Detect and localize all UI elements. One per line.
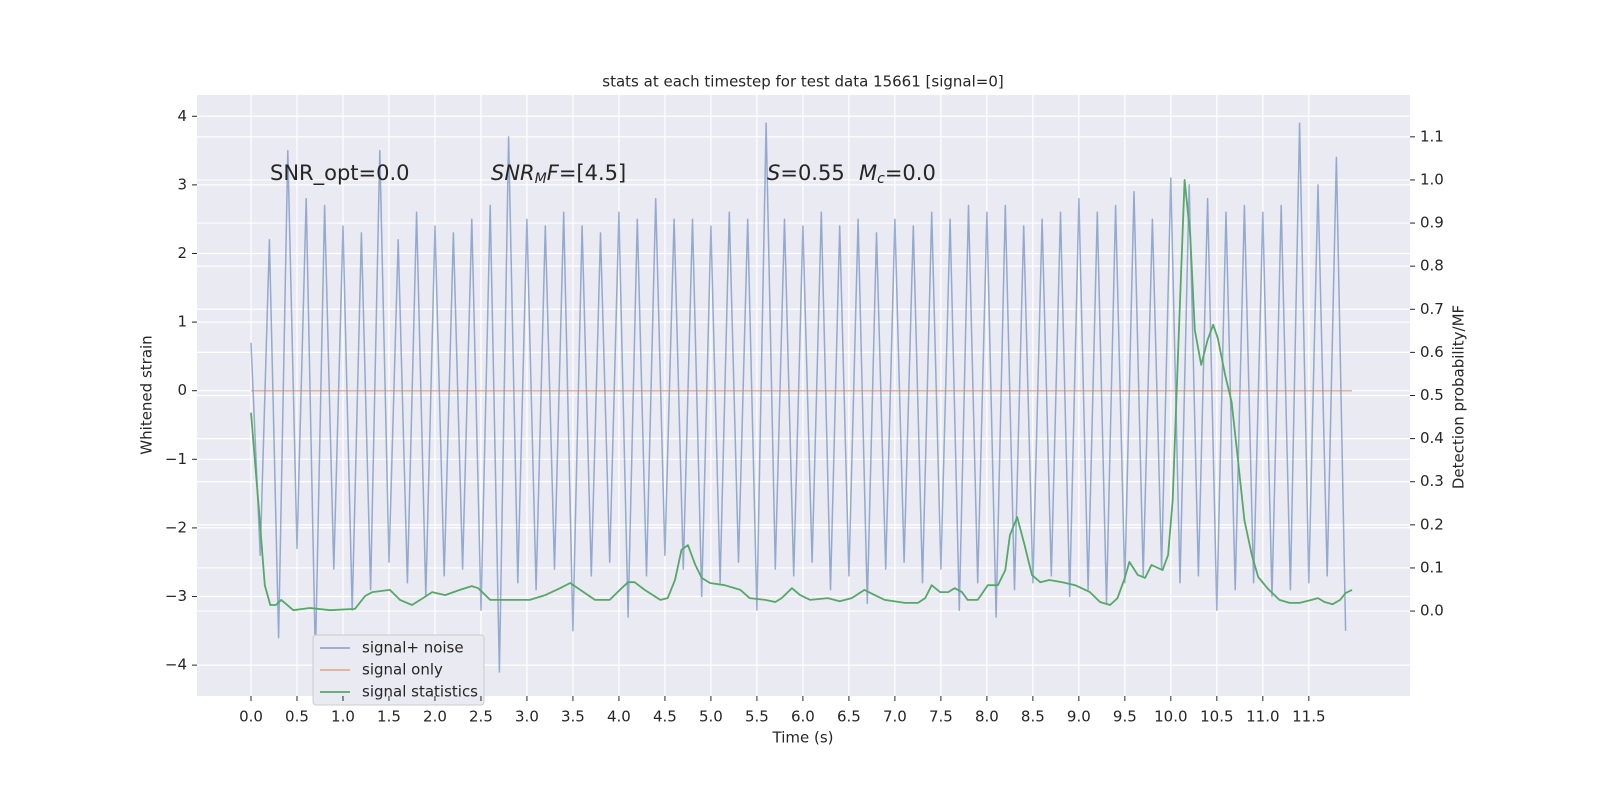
- x-tick-label: 7.0: [883, 708, 907, 726]
- annotation-part: =[4.5]: [559, 161, 626, 185]
- marks: [250, 122, 1353, 673]
- legend-box: [312, 634, 485, 706]
- y2-tick-label: 0.8: [1420, 257, 1444, 275]
- annotation-part: SNR: [491, 161, 535, 185]
- annotation: Mc=0.0: [859, 161, 936, 187]
- y2-tick-label: 0.0: [1420, 602, 1444, 620]
- x-tick-label: 0.5: [285, 708, 309, 726]
- y-tick-label: 3: [177, 175, 187, 193]
- y-tick-label: 1: [177, 313, 187, 331]
- y-tick-label: 4: [177, 107, 187, 125]
- y2-tick-label: 1.0: [1420, 170, 1444, 188]
- x-tick-label: 9.0: [1067, 708, 1091, 726]
- legend-label: signal only: [362, 661, 443, 679]
- grid: [197, 95, 1410, 696]
- y-tick-label: 0: [177, 381, 187, 399]
- legend-label: signal statistics: [362, 683, 478, 701]
- y2-tick-label: 0.6: [1420, 343, 1444, 361]
- x-tick-label: 5.5: [745, 708, 769, 726]
- x-tick-label: 6.5: [837, 708, 861, 726]
- x-tick-label: 8.5: [1021, 708, 1045, 726]
- x-axis-label: Time (s): [772, 729, 834, 747]
- y2-tick-label: 1.1: [1420, 127, 1444, 145]
- series-line: [250, 179, 1353, 612]
- y2-tick-label: 0.2: [1420, 515, 1444, 533]
- x-tick-label: 6.0: [791, 708, 815, 726]
- x-tick-label: 3.5: [561, 708, 585, 726]
- y-tick-label: −2: [165, 518, 187, 536]
- x-tick-label: 1.5: [377, 708, 401, 726]
- x-tick-label: 11.0: [1246, 708, 1279, 726]
- annotation-part: S: [767, 161, 780, 185]
- x-tick-label: 4.0: [607, 708, 631, 726]
- annotation-part: =0.55: [780, 161, 844, 185]
- annotation-part: F: [547, 161, 560, 185]
- x-tick-label: 10.0: [1154, 708, 1187, 726]
- y2-tick-label: 0.3: [1420, 472, 1444, 490]
- annotation-part: M: [859, 161, 877, 185]
- annotation-part: =0.0: [885, 161, 936, 185]
- annotation: SNRMF=[4.5]: [491, 161, 626, 187]
- x-tick-label: 11.5: [1292, 708, 1325, 726]
- series-line: [250, 122, 1347, 673]
- x-tick-label: 5.0: [699, 708, 723, 726]
- x-tick-label: 9.5: [1113, 708, 1137, 726]
- x-tick-label: 2.5: [469, 708, 493, 726]
- annotation-sub: c: [877, 171, 885, 187]
- y-tick-label: −4: [165, 656, 187, 674]
- x-tick-label: 2.0: [423, 708, 447, 726]
- x-tick-label: 0.0: [239, 708, 263, 726]
- y2-tick-label: 0.4: [1420, 429, 1444, 447]
- x-tick-label: 8.0: [975, 708, 999, 726]
- y2-tick-label: 0.1: [1420, 558, 1444, 576]
- y2-tick-label: 0.9: [1420, 214, 1444, 232]
- y-tick-label: −1: [165, 450, 187, 468]
- x-tick-label: 3.0: [515, 708, 539, 726]
- annotation: S=0.55: [767, 161, 845, 185]
- chart-title: stats at each timestep for test data 156…: [602, 73, 1003, 91]
- y-tick-label: 2: [177, 244, 187, 262]
- y2-axis-label: Detection probability/MF: [1450, 305, 1468, 489]
- x-tick-label: 1.0: [331, 708, 355, 726]
- legend: signal+ noise signal only signal statistic…: [312, 634, 485, 706]
- annotation-sub: M: [535, 171, 547, 187]
- y-axis-label: Whitened strain: [138, 335, 156, 454]
- x-tick-label: 10.5: [1200, 708, 1233, 726]
- y-tick-label: −3: [165, 587, 187, 605]
- y2-tick-label: 0.7: [1420, 300, 1444, 318]
- x-tick-label: 4.5: [653, 708, 677, 726]
- x-tick-label: 7.5: [929, 708, 953, 726]
- y2-tick-label: 0.5: [1420, 386, 1444, 404]
- annotation: SNR_opt=0.0: [270, 161, 410, 186]
- legend-label: signal+ noise: [362, 639, 464, 657]
